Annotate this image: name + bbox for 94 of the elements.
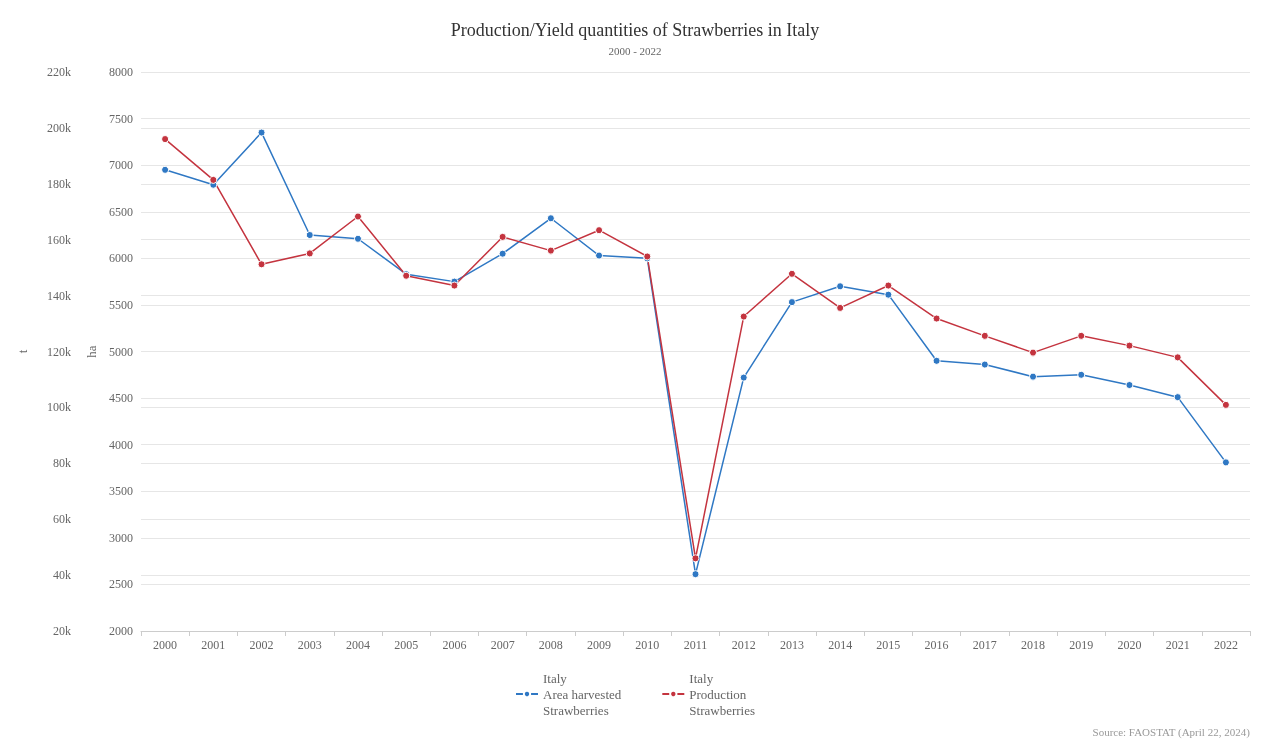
point — [1221, 400, 1230, 409]
point — [1221, 458, 1230, 467]
x-tick-label: 2012 — [731, 638, 756, 652]
point — [546, 246, 555, 255]
legend-label: Italy Area harvested Strawberries — [542, 670, 622, 718]
point — [353, 212, 362, 221]
point — [884, 290, 893, 299]
y-tick-label: 220k — [47, 65, 71, 79]
legend-label: Italy Production Strawberries — [689, 670, 756, 718]
y-tick-label: 120k — [47, 344, 71, 359]
x-tick-label: 2001 — [201, 638, 226, 652]
y-tick-label: 140k — [47, 288, 71, 303]
x-tick-label: 2018 — [1021, 638, 1046, 652]
x-tick-label: 2013 — [779, 638, 804, 652]
point — [980, 331, 989, 340]
x-tick-label: 2019 — [1069, 638, 1094, 652]
point — [739, 312, 748, 321]
point — [257, 128, 266, 137]
y-axis-title: t — [15, 349, 30, 354]
y-tick-label: 200k — [47, 120, 71, 135]
y-tick-label: 100k — [47, 400, 71, 415]
y-tick-label: 20k — [53, 624, 71, 638]
point — [450, 281, 459, 290]
x-tick-label: 2002 — [249, 638, 274, 652]
point — [787, 298, 796, 307]
y2-tick-label: 3500 — [109, 484, 133, 499]
point — [161, 135, 170, 144]
x-tick-label: 2011 — [683, 638, 708, 652]
x-tick-label: 2016 — [924, 638, 949, 652]
y2-tick-label: 7500 — [109, 111, 133, 126]
y-tick-label: 180k — [47, 176, 71, 191]
chart-title: Production/Yield quantities of Strawberries in Italy — [450, 20, 820, 40]
y2-tick-label: 5000 — [109, 344, 133, 359]
point — [305, 231, 314, 240]
point — [1125, 381, 1134, 390]
point — [305, 249, 314, 258]
x-tick-label: 2009 — [587, 638, 612, 652]
point — [498, 232, 507, 241]
point — [1125, 341, 1134, 350]
x-tick-label: 2010 — [635, 638, 660, 652]
x-tick-label: 2003 — [297, 638, 322, 652]
point — [884, 281, 893, 290]
y2-axis-title: ha — [84, 345, 100, 358]
point — [1077, 370, 1086, 379]
point — [1077, 331, 1086, 340]
point — [498, 249, 507, 258]
point — [257, 260, 266, 269]
point — [209, 175, 218, 184]
point — [932, 314, 941, 323]
point — [836, 282, 845, 291]
point — [595, 226, 604, 235]
x-tick-label: 2008 — [538, 638, 563, 652]
source-note: Source: FAOSTAT (April 22, 2024) — [1092, 725, 1251, 739]
y2-tick-label: 2500 — [109, 577, 133, 592]
x-tick-label: 2020 — [1117, 638, 1142, 652]
point — [1029, 372, 1038, 381]
y2-tick-label: 6000 — [109, 251, 133, 266]
point — [595, 251, 604, 260]
x-tick-label: 2006 — [442, 638, 467, 652]
point — [787, 269, 796, 278]
y2-tick-label: 5500 — [109, 297, 133, 312]
x-tick-label: 2007 — [490, 638, 515, 652]
point — [161, 165, 170, 174]
point — [546, 214, 555, 223]
y2-tick-label: 3000 — [109, 530, 133, 545]
point — [1029, 348, 1038, 357]
x-tick-label: 2004 — [345, 638, 370, 652]
x-tick-label: 2014 — [828, 638, 853, 652]
y-tick-label: 80k — [53, 456, 71, 471]
chart-subtitle: 2000 - 2022 — [608, 44, 662, 57]
point — [932, 356, 941, 365]
y2-tick-label: 7000 — [109, 158, 133, 173]
point — [353, 234, 362, 243]
x-tick-label: 2000 — [153, 638, 178, 652]
x-tick-label: 2017 — [972, 638, 997, 652]
x-tick-label: 2022 — [1213, 638, 1238, 652]
point — [1173, 393, 1182, 402]
x-tick-label: 2005 — [394, 638, 419, 652]
point — [739, 373, 748, 382]
y-tick-label: 60k — [53, 512, 71, 527]
point — [836, 303, 845, 312]
point — [691, 554, 700, 563]
y2-tick-label: 8000 — [109, 65, 133, 79]
y2-tick-label: 4000 — [109, 437, 133, 452]
x-tick-label: 2015 — [876, 638, 901, 652]
point — [980, 360, 989, 369]
y2-tick-label: 6500 — [109, 204, 133, 219]
y2-tick-label: 4500 — [109, 391, 133, 406]
point — [1173, 353, 1182, 362]
y-tick-label: 160k — [47, 232, 71, 247]
x-tick-label: 2021 — [1165, 638, 1190, 652]
y2-tick-label: 2000 — [109, 624, 133, 638]
y-tick-label: 40k — [53, 568, 71, 583]
point — [691, 570, 700, 579]
